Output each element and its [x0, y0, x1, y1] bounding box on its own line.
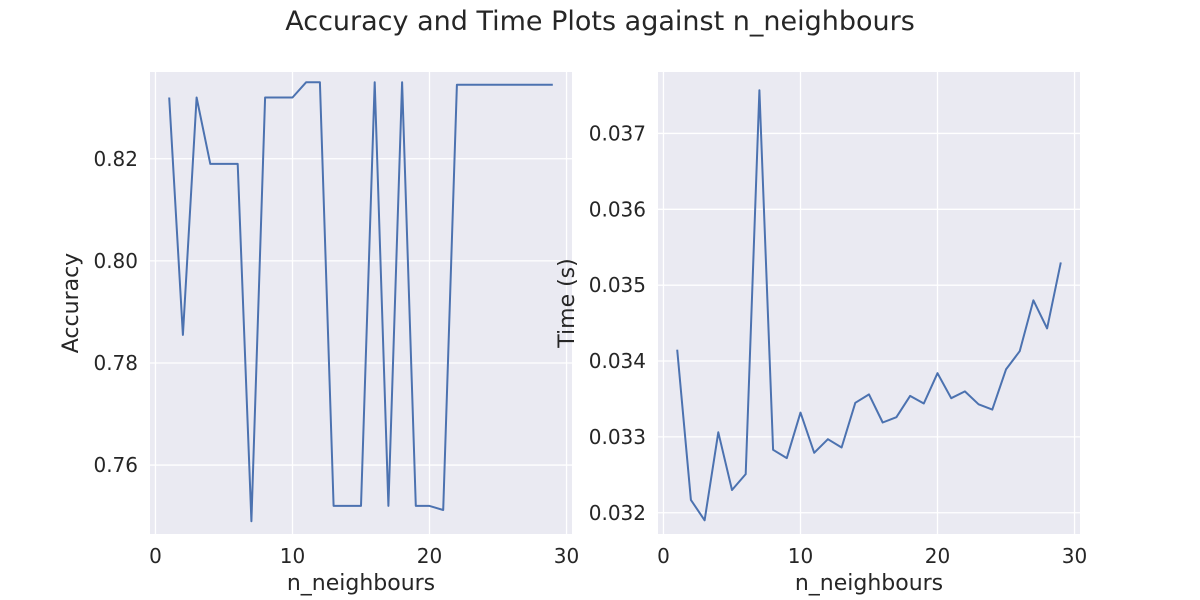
accuracy-y-tick-label: 0.80: [93, 249, 138, 273]
time-x-tick-label: 30: [1062, 544, 1087, 568]
time-series-line: [676, 89, 1062, 522]
time-y-axis-label: Time (s): [555, 258, 580, 348]
accuracy-panel: 0 10 20 30 0.76 0.78 0.80 0.82 n_neighbours Accur…: [59, 72, 579, 596]
accuracy-x-tick-label: 30: [554, 544, 579, 568]
accuracy-y-axis-label: Accuracy: [59, 253, 84, 353]
time-y-tick-label: 0.033: [589, 425, 646, 449]
accuracy-y-tick-label: 0.82: [93, 147, 138, 171]
time-y-tick-label: 0.032: [589, 501, 646, 525]
time-x-tick-label: 20: [925, 544, 950, 568]
time-y-tick-label: 0.037: [589, 121, 646, 145]
time-y-tick-label: 0.036: [589, 197, 646, 221]
accuracy-x-tick-label: 0: [149, 544, 162, 568]
accuracy-x-axis-label: n_neighbours: [287, 571, 435, 596]
time-x-tick-label: 0: [657, 544, 670, 568]
time-plot-area: [658, 72, 1080, 534]
accuracy-y-tick-label: 0.78: [93, 351, 138, 375]
accuracy-y-tick-label: 0.76: [93, 453, 138, 477]
time-y-tick-label: 0.034: [589, 349, 646, 373]
accuracy-plot-area: [150, 72, 572, 534]
time-x-tick-label: 10: [788, 544, 813, 568]
time-x-axis-label: n_neighbours: [795, 571, 943, 596]
accuracy-series-line: [168, 81, 553, 523]
accuracy-x-tick-label: 20: [417, 544, 442, 568]
time-y-tick-label: 0.035: [589, 273, 646, 297]
time-panel: 0 10 20 30 0.032 0.033 0.034 0.035 0.036 0.037 n_n…: [555, 72, 1087, 596]
accuracy-x-tick-label: 10: [280, 544, 305, 568]
figure-title: Accuracy and Time Plots against n_neighb…: [285, 6, 915, 37]
